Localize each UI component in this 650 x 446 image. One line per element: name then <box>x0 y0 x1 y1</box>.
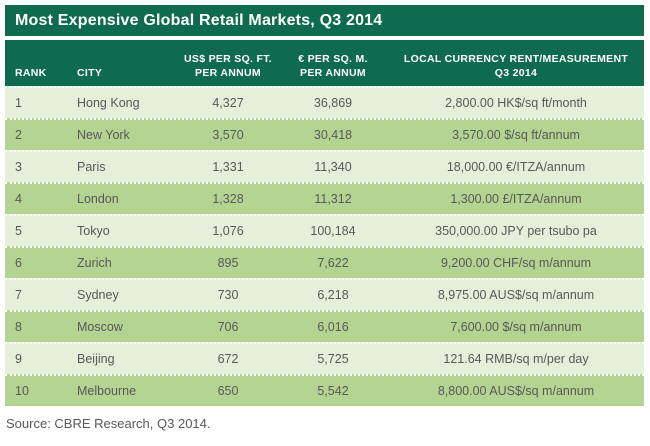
cell-eur: 5,725 <box>317 352 349 366</box>
table-row: 1 Hong Kong 4,327 36,869 2,800.00 HK$/sq ft/… <box>5 86 644 118</box>
cell-eur: 100,184 <box>310 224 356 238</box>
table-row: 10 Melbourne 650 5,542 8,800.00 AUS$/sq m/an… <box>5 374 644 406</box>
source-note: Source: CBRE Research, Q3 2014. <box>6 416 211 431</box>
table-row: 6 Zurich 895 7,622 9,200.00 CHF/sq m/annum <box>5 246 644 278</box>
cell-rank: 10 <box>15 384 29 398</box>
column-header-line: RANK <box>15 66 47 79</box>
cell-rank: 2 <box>15 128 22 142</box>
title-header-gap <box>5 36 644 40</box>
cell-city: Paris <box>77 160 106 174</box>
table-body: 1 Hong Kong 4,327 36,869 2,800.00 HK$/sq ft/… <box>5 86 644 406</box>
cell-eur: 11,312 <box>314 192 352 206</box>
table-row: 8 Moscow 706 6,016 7,600.00 $/sq m/annum <box>5 310 644 342</box>
cell-eur: 6,218 <box>317 288 349 302</box>
column-header-line: PER ANNUM <box>195 66 261 79</box>
cell-local: 8,800.00 AUS$/sq m/annum <box>437 384 595 398</box>
table-row: 3 Paris 1,331 11,340 18,000.00 €/ITZA/annum <box>5 150 644 182</box>
cell-eur: 6,016 <box>317 320 349 334</box>
cell-local: 7,600.00 $/sq m/annum <box>450 320 582 334</box>
cell-rank: 5 <box>15 224 22 238</box>
cell-usd: 672 <box>217 352 239 366</box>
cell-city: Beijing <box>77 352 115 366</box>
cell-local: 350,000.00 JPY per tsubo pa <box>435 224 597 238</box>
cell-usd: 730 <box>217 288 239 302</box>
cell-usd: 1,328 <box>212 192 244 206</box>
cell-rank: 1 <box>15 96 22 110</box>
cell-city: Zurich <box>77 256 112 270</box>
cell-rank: 3 <box>15 160 22 174</box>
cell-rank: 9 <box>15 352 22 366</box>
cell-city: Hong Kong <box>77 96 140 110</box>
cell-city: Melbourne <box>77 384 137 398</box>
column-header-line: Q3 2014 <box>494 66 538 79</box>
cell-city: Tokyo <box>77 224 110 238</box>
cell-usd: 1,076 <box>212 224 244 238</box>
column-header-local: LOCAL CURRENCY RENT/MEASUREMENT Q3 2014 <box>388 40 644 86</box>
table-header-row: RANK CITY US$ PER SQ. FT. PER ANNUM € PER SQ… <box>5 40 644 86</box>
table-row: 4 London 1,328 11,312 1,300.00 £/ITZA/annum <box>5 182 644 214</box>
cell-city: Sydney <box>77 288 119 302</box>
cell-usd: 650 <box>217 384 239 398</box>
cell-city: Moscow <box>77 320 123 334</box>
table-row: 2 New York 3,570 30,418 3,570.00 $/sq ft/ann… <box>5 118 644 150</box>
cell-usd: 895 <box>217 256 239 270</box>
cell-local: 18,000.00 €/ITZA/annum <box>446 160 586 174</box>
cell-eur: 7,622 <box>317 256 349 270</box>
cell-usd: 706 <box>217 320 239 334</box>
cell-local: 9,200.00 CHF/sq m/annum <box>440 256 592 270</box>
column-header-rank: RANK <box>5 40 73 86</box>
cell-rank: 7 <box>15 288 22 302</box>
cell-eur: 30,418 <box>313 128 353 142</box>
column-header-line: LOCAL CURRENCY RENT/MEASUREMENT <box>403 52 629 65</box>
cell-usd: 1,331 <box>212 160 244 174</box>
cell-eur: 5,542 <box>317 384 349 398</box>
cell-eur: 11,340 <box>314 160 352 174</box>
cell-local: 121.64 RMB/sq m/per day <box>443 352 589 366</box>
cell-local: 2,800.00 HK$/sq ft/month <box>445 96 587 110</box>
column-header-line: € PER SQ. M. <box>298 52 368 65</box>
cell-city: New York <box>77 128 130 142</box>
column-header-line: US$ PER SQ. FT. <box>184 52 272 65</box>
cell-rank: 4 <box>15 192 22 206</box>
cell-city: London <box>77 192 119 206</box>
column-header-usd: US$ PER SQ. FT. PER ANNUM <box>178 40 278 86</box>
column-header-line: CITY <box>77 66 103 79</box>
column-header-city: CITY <box>73 40 178 86</box>
cell-rank: 6 <box>15 256 22 270</box>
cell-usd: 3,570 <box>212 128 244 142</box>
column-header-line: PER ANNUM <box>300 66 366 79</box>
cell-local: 3,570.00 $/sq ft/annum <box>452 128 580 142</box>
table-row: 9 Beijing 672 5,725 121.64 RMB/sq m/per day <box>5 342 644 374</box>
figure-title-bar: Most Expensive Global Retail Markets, Q3… <box>5 5 644 36</box>
cell-rank: 8 <box>15 320 22 334</box>
column-header-eur: € PER SQ. M. PER ANNUM <box>278 40 388 86</box>
cell-local: 1,300.00 £/ITZA/annum <box>450 192 582 206</box>
cell-local: 8,975.00 AUS$/sq m/annum <box>437 288 595 302</box>
table-row: 5 Tokyo 1,076 100,184 350,000.00 JPY per tsu… <box>5 214 644 246</box>
retail-markets-table: RANK CITY US$ PER SQ. FT. PER ANNUM € PER SQ… <box>5 40 644 406</box>
cell-eur: 36,869 <box>313 96 353 110</box>
figure-title: Most Expensive Global Retail Markets, Q3… <box>15 11 383 29</box>
cell-usd: 4,327 <box>212 96 244 110</box>
table-row: 7 Sydney 730 6,218 8,975.00 AUS$/sq m/annum <box>5 278 644 310</box>
